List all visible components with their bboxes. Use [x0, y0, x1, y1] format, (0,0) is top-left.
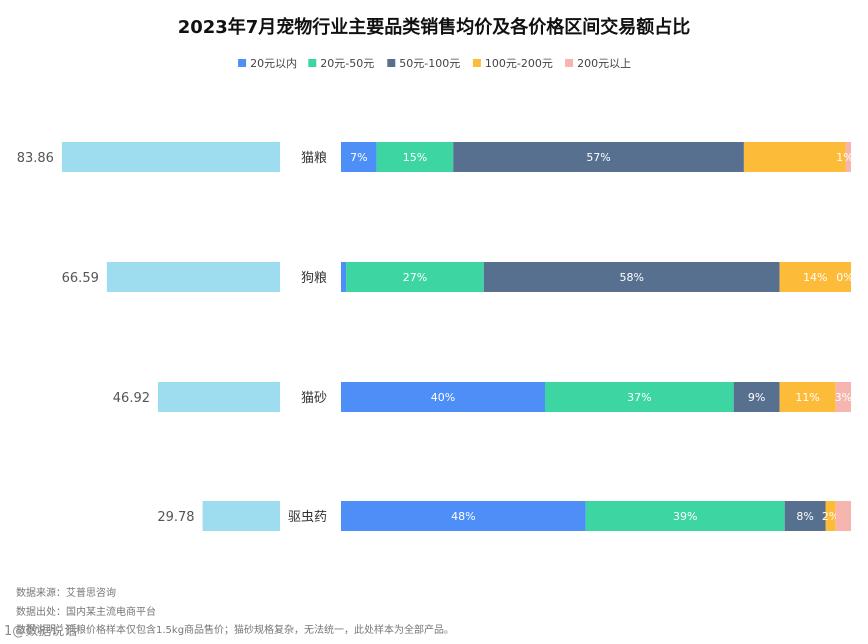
legend-label-5: 200元以上	[577, 57, 631, 70]
footer-note: 数据说明：狗粮价格样本仅包含1.5kg商品售价；猫砂规格复杂，无法统一，此处样本…	[16, 625, 455, 636]
legend-label-1: 20元以内	[250, 56, 297, 70]
avg-price-bar-1	[61, 142, 280, 172]
legend-label-2: 20元-50元	[320, 57, 374, 70]
share-label-r1-s1: 7%	[350, 151, 367, 164]
avg-price-label-1: 83.86	[17, 151, 54, 166]
share-segment-r3-s2	[545, 382, 734, 412]
watermark-text: 1@数据说话	[4, 624, 78, 639]
legend-swatch-4	[472, 59, 481, 67]
share-label-r1-s5: 1%	[836, 151, 853, 164]
share-segment-r1-s4	[743, 142, 846, 172]
share-label-r2-s3: 58%	[619, 271, 643, 284]
share-segment-r4-s4	[825, 501, 836, 531]
share-segment-r4-s3	[784, 501, 826, 531]
footer-source: 数据来源：艾普思咨询	[16, 588, 116, 599]
share-label-r2-s4: 14%	[803, 271, 827, 284]
share-segment-r1-s5	[845, 142, 851, 172]
share-label-r3-s4: 11%	[795, 391, 819, 404]
category-label-4: 驱虫药	[288, 510, 327, 525]
avg-price-bar-2	[106, 262, 280, 292]
share-segment-r1-s1	[341, 142, 377, 172]
share-label-r2-s2: 27%	[403, 271, 427, 284]
chart-title: 2023年7月宠物行业主要品类销售均价及各价格区间交易额占比	[178, 16, 691, 38]
avg-price-bar-3	[158, 382, 280, 412]
share-label-r1-s3: 57%	[586, 151, 610, 164]
category-label-3: 猫砂	[301, 391, 327, 406]
category-label-2: 狗粮	[301, 271, 327, 286]
share-label-r4-s1: 48%	[451, 510, 475, 523]
share-segment-r4-s5	[835, 501, 851, 531]
legend-label-3: 50元-100元	[399, 57, 460, 70]
share-stacked-bars: 7% 15% 57% 1% 27% 58% 14% 0% 40% 37% 9% 11% 3% 48% 39%…	[341, 142, 854, 531]
avg-price-label-2: 66.59	[62, 271, 99, 286]
share-segment-r1-s3	[453, 142, 744, 172]
share-segment-r3-s3	[733, 382, 780, 412]
share-label-r4-s3: 8%	[796, 510, 813, 523]
legend-swatch-3	[387, 59, 396, 67]
share-segment-r2-s1	[341, 262, 347, 292]
share-label-r4-s4: 2%	[822, 510, 839, 523]
share-segment-r3-s1	[341, 382, 545, 412]
legend-swatch-5	[565, 59, 574, 67]
legend-label-4: 100元-200元	[485, 57, 553, 70]
share-segment-r2-s4	[779, 262, 851, 292]
footer-origin: 数据出处：国内某主流电商平台	[16, 607, 156, 618]
share-label-r1-s2: 15%	[403, 151, 427, 164]
chart-legend: 20元以内 20元-50元 50元-100元 100元-200元 200元以上	[238, 56, 631, 70]
avg-price-label-4: 29.78	[157, 510, 194, 525]
legend-swatch-1	[238, 59, 247, 67]
share-segment-r3-s4	[779, 382, 836, 412]
share-segment-r1-s2	[376, 142, 454, 172]
avg-price-label-3: 46.92	[113, 391, 150, 406]
share-segment-r4-s2	[585, 501, 785, 531]
share-label-r3-s5: 3%	[835, 391, 852, 404]
category-label-1: 猫粮	[301, 151, 327, 166]
legend-swatch-2	[308, 59, 317, 67]
share-label-r3-s2: 37%	[627, 391, 651, 404]
avg-price-bar-4	[202, 501, 280, 531]
share-segment-r2-s2	[346, 262, 484, 292]
share-segment-r3-s5	[835, 382, 851, 412]
share-label-r4-s2: 39%	[673, 510, 697, 523]
share-segment-r2-s3	[483, 262, 780, 292]
avg-price-bars: 83.86 66.59 46.92 29.78	[17, 142, 280, 531]
share-label-r2-s5: 0%	[836, 271, 853, 284]
share-segment-r4-s1	[341, 501, 586, 531]
share-label-r3-s3: 9%	[748, 391, 765, 404]
share-label-r3-s1: 40%	[431, 391, 455, 404]
